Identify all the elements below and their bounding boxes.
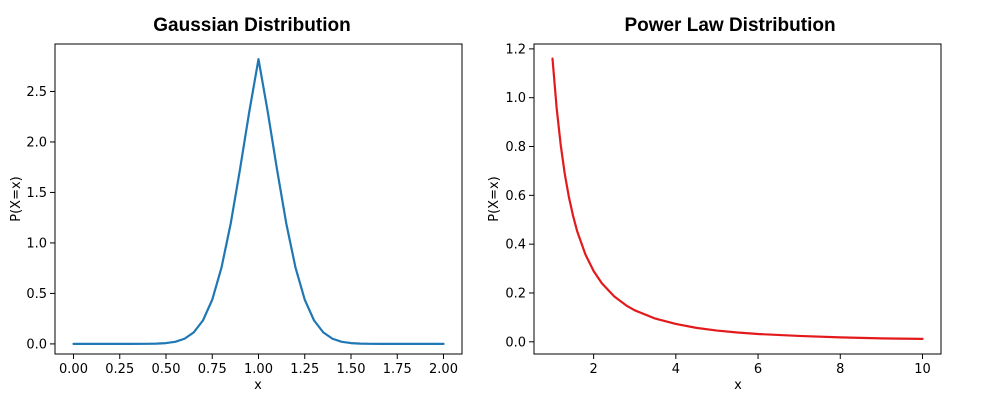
gaussian-y-axis-label: P(X=x) [9, 176, 24, 221]
gaussian-x-tick-label: 0.25 [105, 362, 134, 377]
power-law-y-tick-label: 0.4 [505, 238, 526, 253]
power-law-x-tick-label: 6 [754, 362, 762, 377]
power-law-y-tick-label: 0.6 [505, 189, 526, 204]
gaussian-y-tick-label: 1.5 [26, 186, 47, 201]
gaussian-y-tick-label: 1.0 [26, 236, 47, 251]
gaussian-x-axis-label: x [254, 378, 262, 393]
power-law-x-tick-label: 4 [672, 362, 680, 377]
gaussian-x-tick-label: 1.75 [383, 362, 412, 377]
gaussian-x-tick-label: 1.00 [244, 362, 273, 377]
power-law-y-tick-label: 1.2 [505, 42, 526, 57]
power-law-plot-frame [533, 43, 942, 355]
gaussian-y-tick-label: 2.5 [26, 85, 47, 100]
gaussian-x-tick-label: 1.50 [337, 362, 366, 377]
power-law-series-line [551, 57, 924, 340]
power-law-y-axis-label: P(X=x) [487, 176, 502, 221]
power-law-x-axis-label: x [734, 378, 742, 393]
gaussian-y-tick-label: 2.0 [26, 135, 47, 150]
gaussian-chart: Gaussian Distribution 0.00 0.25 0.50 0.75 1.… [9, 15, 463, 393]
power-law-y-tick-label: 0.2 [505, 286, 526, 301]
power-law-y-tick-label: 0.8 [505, 140, 526, 155]
power-law-x-tick-label: 8 [836, 362, 844, 377]
power-law-x-tick-label: 10 [914, 362, 931, 377]
power-law-y-tick-label: 0.0 [505, 335, 526, 350]
power-law-y-tick-label: 1.0 [505, 91, 526, 106]
gaussian-plot-frame [54, 43, 463, 355]
power-law-chart: Power Law Distribution 2 4 6 8 10 0.0 0.2 0.4 0.… [487, 15, 942, 393]
gaussian-x-tick-label: 0.75 [198, 362, 227, 377]
gaussian-x-tick-label: 0.50 [152, 362, 181, 377]
power-law-chart-title: Power Law Distribution [624, 15, 835, 36]
gaussian-y-tick-label: 0.0 [26, 337, 47, 352]
power-law-x-tick-label: 2 [589, 362, 597, 377]
gaussian-series-line [72, 58, 445, 345]
gaussian-y-tick-label: 0.5 [26, 287, 47, 302]
gaussian-x-tick-label: 1.25 [290, 362, 319, 377]
gaussian-x-tick-label: 0.00 [59, 362, 88, 377]
gaussian-chart-title: Gaussian Distribution [153, 15, 350, 36]
gaussian-x-tick-label: 2.00 [429, 362, 458, 377]
